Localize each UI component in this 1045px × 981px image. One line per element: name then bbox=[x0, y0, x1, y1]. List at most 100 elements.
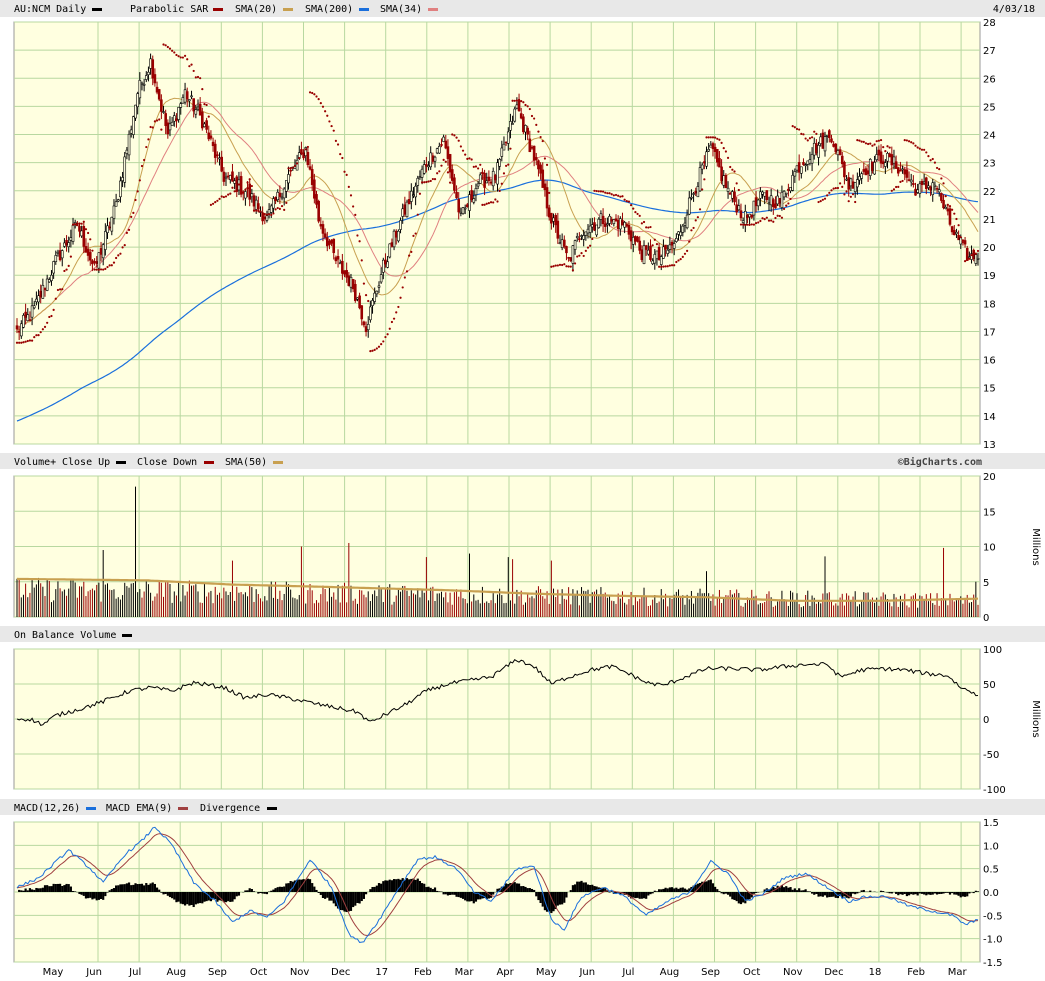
candle-body bbox=[201, 111, 204, 129]
y-tick-label: 26 bbox=[983, 74, 996, 85]
sar-dot bbox=[561, 263, 564, 267]
candle-body bbox=[30, 305, 34, 318]
volume-down-swatch bbox=[204, 461, 214, 464]
candle-body bbox=[541, 169, 545, 188]
sar-dot bbox=[735, 182, 738, 185]
x-tick-label: Nov bbox=[783, 967, 803, 978]
candle-body bbox=[93, 261, 96, 263]
candle-body bbox=[82, 226, 86, 247]
obv-panel: On Balance Volume -100 -50 0 50 100 Millions bbox=[0, 626, 1045, 796]
candle-body bbox=[687, 197, 691, 215]
sar-dot bbox=[401, 286, 404, 289]
sar-dot bbox=[709, 136, 712, 139]
candle-body bbox=[278, 192, 282, 197]
candle-body bbox=[420, 168, 424, 178]
candle-body bbox=[519, 113, 523, 119]
candle-body bbox=[440, 144, 443, 146]
candle-body bbox=[868, 158, 872, 176]
candle-body bbox=[233, 180, 236, 184]
sar-dot bbox=[558, 263, 562, 266]
candle-body bbox=[37, 295, 40, 303]
sar-dot bbox=[82, 220, 85, 223]
sar-dot bbox=[160, 128, 163, 131]
candle-body bbox=[410, 190, 413, 202]
sar-dot bbox=[438, 170, 441, 173]
candle-body bbox=[26, 314, 30, 322]
sar-dot bbox=[41, 328, 44, 331]
sar-dot bbox=[841, 185, 844, 188]
candle-body bbox=[412, 194, 415, 196]
candle-body bbox=[784, 192, 788, 195]
sar-dot bbox=[106, 265, 109, 269]
sar-dot bbox=[235, 187, 238, 190]
sar-dot bbox=[399, 296, 402, 299]
candle-body bbox=[360, 305, 364, 320]
sar-dot bbox=[168, 47, 172, 50]
sar-dot bbox=[457, 139, 460, 142]
sar-dot bbox=[565, 265, 568, 268]
sar-dot bbox=[470, 158, 473, 161]
candle-body bbox=[17, 330, 21, 333]
x-tick-label: Jun bbox=[578, 967, 595, 978]
sar-dot bbox=[938, 168, 941, 171]
sar-dot bbox=[285, 201, 288, 204]
obv-title-bar bbox=[0, 626, 1045, 642]
sar-dot bbox=[642, 220, 646, 224]
candle-body bbox=[185, 91, 189, 100]
x-tick-label: 17 bbox=[375, 967, 388, 978]
sar-dot bbox=[498, 189, 501, 193]
candle-body bbox=[308, 166, 312, 170]
sar-dot bbox=[324, 110, 327, 113]
sar-dot bbox=[847, 200, 850, 203]
sar-dot bbox=[849, 195, 852, 198]
sar-dot bbox=[767, 219, 771, 222]
sar-dot bbox=[123, 244, 126, 247]
candle-body bbox=[597, 218, 601, 229]
sar-dot bbox=[196, 75, 200, 79]
candle-body bbox=[625, 224, 629, 227]
sar-dot bbox=[220, 195, 223, 198]
x-tick-label: Feb bbox=[907, 967, 925, 978]
candle-body bbox=[907, 179, 911, 181]
y-tick-label: -100 bbox=[983, 785, 1006, 796]
sar-dot bbox=[436, 172, 439, 175]
sar-dot bbox=[552, 265, 555, 268]
candle-body bbox=[924, 177, 928, 190]
candle-body bbox=[168, 123, 172, 131]
sar-dot bbox=[884, 150, 887, 153]
sar-dot bbox=[76, 222, 79, 225]
sar-dot bbox=[416, 213, 419, 216]
sar-dot bbox=[46, 321, 49, 324]
sar-dot bbox=[673, 264, 676, 267]
sar-dot bbox=[813, 130, 816, 133]
sar-dot bbox=[119, 252, 122, 255]
sar-dot bbox=[270, 213, 273, 217]
candle-body bbox=[181, 97, 185, 104]
macd-y-axis: -1.5 -1.0 -0.5 0.0 0.5 1.0 1.5 bbox=[983, 818, 1003, 969]
candle-body bbox=[787, 188, 790, 191]
sar-dot bbox=[750, 223, 753, 226]
sar-dot bbox=[655, 243, 659, 246]
sar-dot bbox=[89, 238, 92, 241]
obv-ylabel: Millions bbox=[1030, 700, 1041, 737]
sar-dot bbox=[39, 331, 42, 334]
sar-dot bbox=[698, 208, 702, 211]
sar-dot bbox=[716, 137, 719, 140]
sar-dot bbox=[384, 335, 387, 339]
sar-dot bbox=[414, 232, 417, 235]
candle-body bbox=[56, 251, 60, 254]
candle-body bbox=[226, 175, 230, 178]
legend-sma34-swatch bbox=[428, 8, 438, 11]
candle-body bbox=[537, 160, 540, 170]
candle-body bbox=[588, 225, 592, 233]
x-tick-label: Jun bbox=[85, 967, 102, 978]
candle-body bbox=[390, 242, 394, 247]
sar-dot bbox=[537, 130, 540, 133]
sar-dot bbox=[785, 204, 788, 207]
sar-dot bbox=[369, 350, 372, 353]
candle-body bbox=[532, 145, 536, 161]
macd-ema-path bbox=[16, 833, 979, 936]
sar-dot bbox=[291, 166, 294, 169]
sar-dot bbox=[851, 193, 855, 196]
sar-dot bbox=[246, 181, 249, 184]
